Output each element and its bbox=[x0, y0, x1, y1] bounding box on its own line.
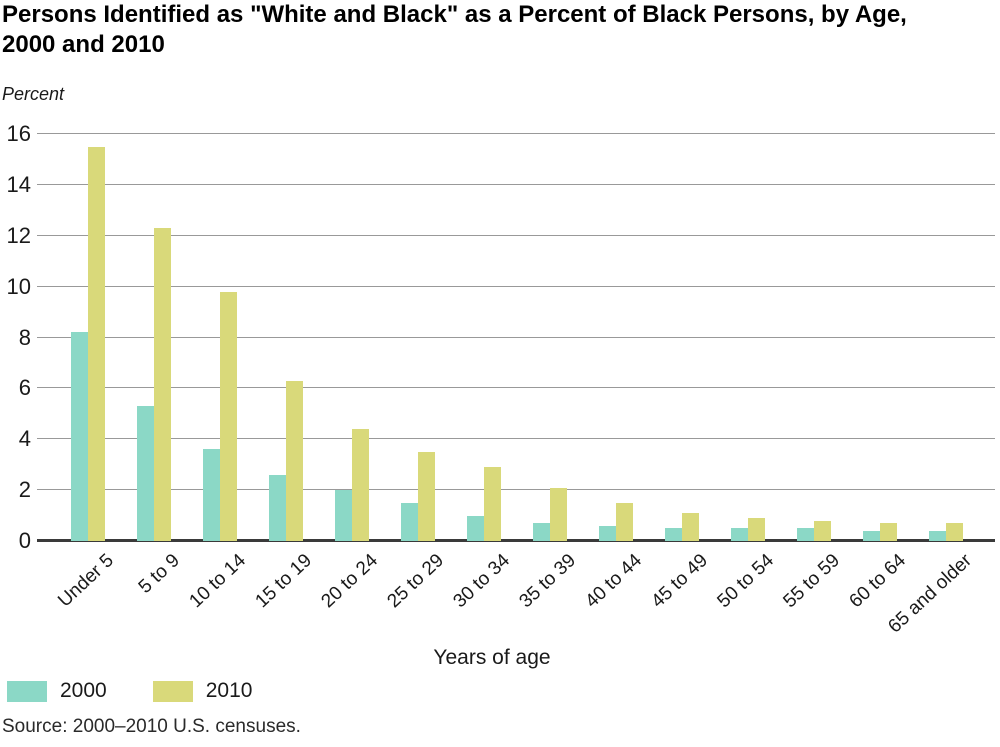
y-tick-14: 14 bbox=[6, 171, 31, 197]
x-tick-50-to-54: 50 to 54 bbox=[713, 550, 779, 613]
y-tick-0: 0 bbox=[18, 528, 31, 553]
bar-2010-50-to-54 bbox=[748, 518, 765, 541]
y-tick-8: 8 bbox=[18, 324, 31, 350]
bar-2000-40-to-44 bbox=[599, 525, 616, 541]
legend-item-2000: 2000 bbox=[7, 679, 107, 703]
x-axis-tick-labels: Under 5 5 to 9 10 to 14 15 to 19 20 to 24 25 … bbox=[37, 550, 995, 650]
bar-2000-50-to-54 bbox=[731, 528, 748, 541]
bar-2010-30-to-34 bbox=[484, 467, 501, 541]
bar-2010-35-to-39 bbox=[550, 487, 567, 541]
legend-swatch-2000 bbox=[7, 680, 47, 702]
legend-item-2010: 2010 bbox=[152, 679, 253, 703]
x-tick-10-to-14: 10 to 14 bbox=[185, 550, 251, 613]
y-tick-2: 2 bbox=[18, 477, 31, 503]
x-tick-under-5: Under 5 bbox=[54, 550, 119, 612]
y-tick-4: 4 bbox=[18, 426, 31, 452]
bar-2000-55-to-59 bbox=[797, 528, 814, 541]
x-tick-45-to-49: 45 to 49 bbox=[647, 550, 713, 613]
bar-2000-20-to-24 bbox=[335, 490, 352, 541]
bar-2000-under-5 bbox=[71, 332, 88, 541]
bar-2010-55-to-59 bbox=[814, 520, 831, 541]
bar-2000-35-to-39 bbox=[533, 523, 550, 541]
x-tick-60-to-64: 60 to 64 bbox=[845, 550, 911, 613]
x-tick-25-to-29: 25 to 29 bbox=[383, 550, 449, 613]
bar-2010-40-to-44 bbox=[616, 502, 633, 541]
y-tick-12: 12 bbox=[6, 222, 31, 248]
bar-2000-30-to-34 bbox=[467, 515, 484, 541]
x-tick-20-to-24: 20 to 24 bbox=[317, 550, 383, 613]
x-tick-55-to-59: 55 to 59 bbox=[779, 550, 845, 613]
source-note: Source: 2000–2010 U.S. censuses. bbox=[2, 716, 301, 737]
plot-area bbox=[37, 133, 995, 542]
gridline-8 bbox=[37, 336, 995, 338]
bar-2000-65-and-older bbox=[929, 530, 946, 541]
legend-label-2000: 2000 bbox=[60, 679, 107, 702]
x-axis-title: Years of age bbox=[433, 646, 551, 669]
x-tick-30-to-34: 30 to 34 bbox=[449, 550, 515, 613]
bar-2000-25-to-29 bbox=[401, 502, 418, 541]
gridline-4 bbox=[37, 438, 995, 440]
bar-2010-10-to-14 bbox=[220, 291, 237, 541]
bar-2000-45-to-49 bbox=[665, 528, 682, 541]
legend-swatch-2010 bbox=[152, 680, 193, 702]
bar-2010-5-to-9 bbox=[154, 228, 171, 541]
bar-2000-5-to-9 bbox=[137, 406, 154, 541]
bar-2000-15-to-19 bbox=[269, 474, 286, 541]
gridline-2 bbox=[37, 489, 995, 491]
gridline-12 bbox=[37, 234, 995, 236]
x-tick-40-to-44: 40 to 44 bbox=[581, 550, 647, 613]
gridline-16 bbox=[37, 133, 995, 134]
gridline-6 bbox=[37, 387, 995, 389]
bar-2000-10-to-14 bbox=[203, 449, 220, 541]
bar-2010-65-and-older bbox=[946, 523, 963, 541]
bar-2010-under-5 bbox=[88, 146, 105, 541]
x-tick-5-to-9: 5 to 9 bbox=[135, 550, 185, 598]
y-tick-6: 6 bbox=[18, 375, 31, 401]
bar-2010-15-to-19 bbox=[286, 380, 303, 541]
y-tick-16: 16 bbox=[6, 121, 31, 146]
bar-2010-45-to-49 bbox=[682, 513, 699, 541]
y-axis-unit-label: Percent bbox=[2, 84, 65, 104]
x-axis-line bbox=[37, 539, 995, 542]
bar-2000-60-to-64 bbox=[863, 530, 880, 541]
y-axis-tick-labels: 0 2 4 6 8 10 12 14 16 bbox=[0, 121, 31, 553]
chart-title: Persons Identified as "White and Black" … bbox=[2, 1, 907, 58]
y-tick-10: 10 bbox=[6, 273, 31, 299]
gridline-14 bbox=[37, 183, 995, 185]
bar-2010-60-to-64 bbox=[880, 523, 897, 541]
gridline-10 bbox=[37, 285, 995, 287]
x-tick-15-to-19: 15 to 19 bbox=[251, 550, 317, 613]
legend: 2000 2010 bbox=[7, 679, 252, 703]
bar-2010-25-to-29 bbox=[418, 451, 435, 541]
legend-label-2010: 2010 bbox=[205, 679, 253, 702]
bar-2010-20-to-24 bbox=[352, 429, 369, 541]
x-tick-35-to-39: 35 to 39 bbox=[515, 550, 581, 613]
